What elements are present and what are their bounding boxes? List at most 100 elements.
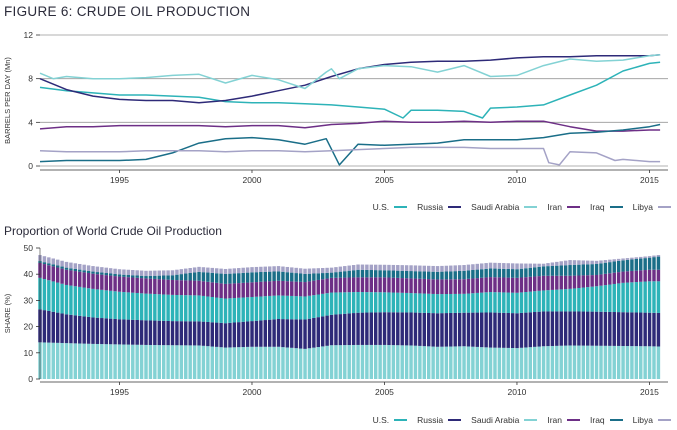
bar-segment-libya [223,268,228,274]
bar-segment-russia [356,312,360,345]
bar-segment-saudi-arabia [347,345,351,379]
bar-segment-libya [281,266,285,272]
bar-segment-iraq [60,266,64,269]
bar-segment-libya [214,268,219,274]
bar-segment-u-s [382,292,387,313]
bar-segment-libya [497,262,502,269]
bar-segment-russia [453,312,457,347]
bar-segment-iran [475,278,480,293]
bar-segment-iraq [325,272,329,279]
legend-top: U.S. Russia Saudi Arabia Iran Iraq Libya [363,202,671,212]
bar-segment-iran [382,277,387,293]
bar-segment-iraq [502,268,506,278]
bar-segment-saudi-arabia [515,348,519,379]
bar-segment-u-s [497,292,502,313]
bar-segment-russia [387,312,391,346]
bar-segment-iraq [449,271,453,280]
bar-segment-saudi-arabia [290,347,294,379]
bar-segment-iran [577,275,581,288]
bar-segment-saudi-arabia [338,345,343,379]
bar-segment-russia [559,311,563,346]
bar-segment-iran [316,279,321,295]
bar-segment-libya [391,264,396,271]
series-line-saudi-arabia [39,53,661,90]
bar-segment-saudi-arabia [409,345,413,379]
bar-segment-russia [466,312,471,347]
bar-segment-u-s [117,291,122,320]
series-line-iran [39,120,661,132]
bar-segment-iraq [219,273,223,284]
bar-segment-iraq [78,269,82,272]
bar-segment-iraq [634,258,639,271]
bar-segment-saudi-arabia [157,345,161,379]
bar-segment-iraq [312,273,316,281]
bar-segment-libya [502,263,506,269]
bar-segment-saudi-arabia [55,342,60,379]
bar-segment-saudi-arabia [528,347,533,379]
bar-segment-russia [568,311,572,346]
bar-segment-russia [250,321,254,347]
bar-segment-iraq [400,270,404,279]
bar-segment-iran [276,280,281,296]
bar-segment-saudi-arabia [426,346,431,379]
bar-segment-saudi-arabia [42,342,47,379]
bar-segment-iraq [272,271,276,282]
bar-segment-u-s [612,283,616,313]
x-tick-label: 2000 [243,387,262,397]
bar-segment-libya [457,265,462,271]
bar-segment-iran [413,278,418,294]
bar-segment-u-s [431,293,435,314]
bar-segment-iran [426,279,431,294]
bar-segment-iran [488,277,493,293]
bar-segment-iran [484,277,488,293]
bar-segment-iraq [466,270,471,279]
bar-segment-u-s [387,292,391,313]
bar-segment-libya [285,266,290,273]
bar-segment-saudi-arabia [86,343,91,379]
bar-segment-iraq [131,275,135,278]
bar-segment-u-s [312,295,316,318]
bar-segment-iran [497,277,502,293]
bar-segment-libya [404,265,409,271]
legend-swatch [448,206,462,208]
bar-segment-libya [250,267,254,273]
bar-segment-saudi-arabia [400,345,404,379]
bar-segment-u-s [51,281,55,312]
bar-segment-iraq [616,260,621,273]
bar-segment-libya [519,263,524,269]
x-tick-label: 2000 [243,175,262,185]
bar-segment-libya [396,265,400,271]
bar-segment-russia [100,318,104,345]
bar-segment-iraq [369,270,374,278]
bar-segment-u-s [126,292,131,320]
bar-segment-libya [316,268,321,274]
bar-segment-u-s [550,289,555,312]
bar-segment-russia [506,312,510,348]
bar-segment-saudi-arabia [254,346,259,379]
bar-segment-iran [652,269,656,282]
bar-segment-iran [104,275,108,291]
bar-segment-iraq [435,271,440,280]
bar-segment-iran [435,279,440,295]
bar-segment-u-s [86,288,91,317]
bar-segment-libya [356,264,360,270]
bar-segment-libya [179,269,184,275]
bar-segment-saudi-arabia [267,346,272,379]
bar-segment-saudi-arabia [656,346,661,379]
bar-segment-u-s [457,293,462,313]
bar-segment-iraq [320,273,325,280]
bar-segment-saudi-arabia [546,346,550,379]
bar-segment-russia [69,314,73,344]
bar-segment-u-s [245,297,250,322]
bar-segment-saudi-arabia [64,343,69,379]
bar-segment-russia [488,312,493,348]
bar-segment-iraq [555,265,559,276]
bar-segment-saudi-arabia [303,348,307,379]
legend-swatch [658,419,671,421]
bar-segment-russia [435,313,440,347]
bar-segment-iran [480,277,484,293]
bar-segment-russia [122,319,126,345]
bar-segment-iraq [223,273,228,284]
bar-segment-iraq [431,271,435,280]
bar-segment-u-s [599,285,603,312]
